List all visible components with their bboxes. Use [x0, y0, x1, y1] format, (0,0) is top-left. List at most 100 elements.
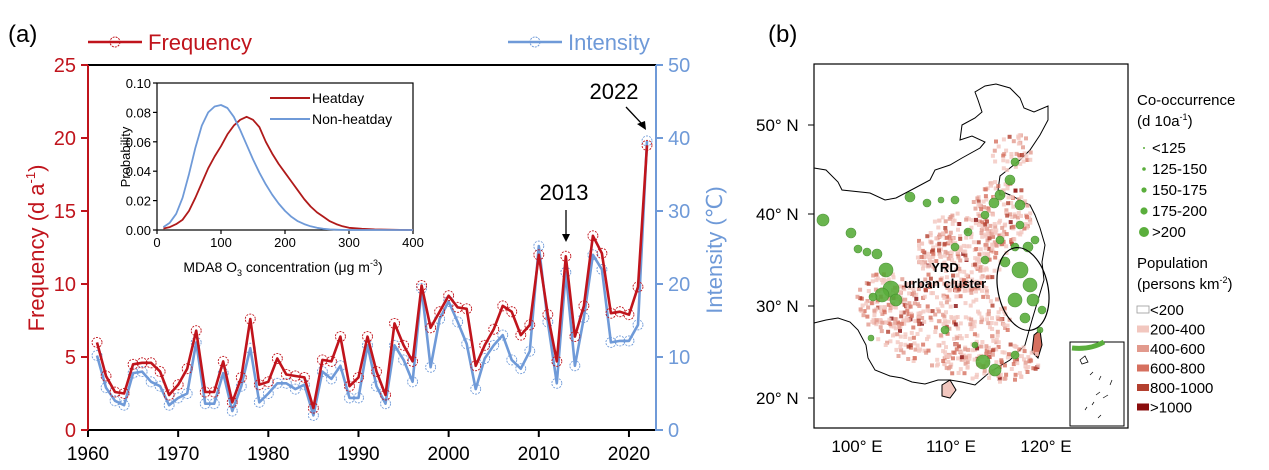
- pop-cell: [1002, 322, 1006, 327]
- pop-cell: [937, 232, 942, 237]
- point-intensity-1998: [425, 361, 437, 373]
- pop-cell: [981, 199, 986, 204]
- pop-cell: [866, 281, 871, 286]
- point-frequency-1968: [154, 366, 166, 378]
- pop-cell: [943, 219, 948, 224]
- pop-cell: [917, 315, 921, 320]
- pop-cell: [911, 286, 916, 291]
- x-tick-label-2010: 2010: [518, 444, 560, 465]
- pop-cell: [882, 308, 887, 313]
- pop-cell: [893, 326, 898, 331]
- pop-cell: [870, 319, 875, 324]
- pop-cell: [870, 279, 875, 284]
- pop-cell: [895, 320, 900, 325]
- pop-cell: [907, 285, 912, 290]
- pop-cell: [956, 254, 961, 259]
- pop-cell: [931, 245, 936, 250]
- pop-cell: [959, 336, 964, 341]
- pop-cell: [903, 342, 908, 347]
- y2-tick-label-20: 20: [668, 274, 690, 296]
- inset-y-ticks: 0.00 0.02 0.04 0.06 0.08 0.10: [126, 76, 157, 238]
- pop-cell: [970, 277, 975, 282]
- pop-cell: [962, 269, 967, 274]
- pop-cell: [905, 308, 910, 313]
- pop-cell: [983, 246, 988, 251]
- pop-cell: [954, 267, 959, 272]
- pop-cell: [1006, 352, 1011, 357]
- pop-cell: [925, 304, 930, 309]
- pop-cell: [917, 348, 922, 353]
- pop-cell: [893, 321, 898, 326]
- pop-cell: [971, 299, 976, 304]
- point-intensity-1993: [380, 398, 391, 410]
- pop-cell: [974, 297, 979, 302]
- pop-cell: [958, 248, 963, 253]
- pop-cell: [1013, 214, 1018, 219]
- pop-cell: [1002, 306, 1007, 311]
- pop-cell: [1011, 224, 1016, 229]
- pop-cell: [980, 288, 984, 293]
- annotation-2013: 2013: [540, 180, 588, 242]
- pop-cell: [982, 251, 987, 256]
- x-tick-label-1980: 1980: [247, 444, 289, 465]
- pop-cell: [974, 289, 978, 294]
- pop-cell: [888, 339, 893, 344]
- pop-cell: [880, 320, 885, 325]
- legend-pop-swatch-4: [1137, 384, 1149, 391]
- point-frequency-1991: [362, 331, 373, 343]
- pop-cell: [1005, 323, 1010, 328]
- legend-dot-1: [1142, 167, 1146, 171]
- pop-cell: [895, 332, 900, 337]
- point-frequency-2016: [587, 230, 599, 242]
- point-frequency-1999: [434, 306, 446, 318]
- co-occurrence-dot: [980, 210, 990, 220]
- pop-cell: [947, 281, 952, 286]
- legend-pop-swatch-1: [1137, 325, 1149, 333]
- legend-cooccurrence-unit: (d 10a-1): [1137, 112, 1193, 130]
- pop-cell: [943, 226, 948, 230]
- pop-cell: [898, 328, 902, 333]
- point-frequency-1985: [307, 402, 319, 414]
- pop-cell: [986, 252, 990, 257]
- pop-cell: [906, 344, 911, 349]
- co-occurrence-dot: [980, 255, 990, 265]
- pop-cell: [969, 327, 974, 332]
- pop-cell: [1034, 351, 1039, 356]
- point-intensity-2021: [632, 319, 644, 331]
- pop-cell: [992, 231, 997, 236]
- pop-cell: [935, 295, 939, 300]
- pop-cell: [942, 281, 947, 286]
- point-frequency-1988: [334, 331, 346, 343]
- pop-cell: [899, 348, 904, 353]
- pop-cell: [958, 349, 963, 354]
- pop-cell: [962, 288, 967, 293]
- y2-tick-label-30: 30: [668, 201, 690, 223]
- pop-cell: [1025, 225, 1030, 230]
- pop-cell: [903, 335, 908, 339]
- pop-cell: [1017, 371, 1022, 376]
- pop-cell: [977, 213, 982, 218]
- pop-cell: [964, 256, 969, 261]
- pop-cell: [908, 345, 913, 350]
- pop-cell: [973, 221, 978, 226]
- pop-cell: [901, 310, 906, 315]
- legend-pop-swatch-0: [1136, 305, 1150, 314]
- co-occurrence-dot: [868, 292, 878, 302]
- inset-x-ticks: 0 100 200 300 400: [153, 230, 424, 250]
- pop-cell: [963, 249, 968, 254]
- point-frequency-1970: [172, 379, 184, 391]
- pop-cell: [954, 285, 959, 290]
- pop-cell: [1002, 350, 1007, 355]
- pop-cell: [902, 287, 907, 292]
- co-occurrence-dot: [922, 198, 932, 208]
- co-occurrence-dot: [1010, 157, 1020, 167]
- pop-cell: [977, 222, 981, 227]
- point-intensity-2003: [470, 383, 482, 395]
- annotation-2013-arrowhead: [562, 234, 570, 242]
- pop-cell: [979, 344, 984, 349]
- pop-cell: [903, 282, 908, 287]
- pop-cell: [1021, 345, 1026, 350]
- point-intensity-1990: [353, 392, 364, 404]
- pop-cell: [1024, 154, 1029, 159]
- co-occurrence-dot: [845, 227, 857, 239]
